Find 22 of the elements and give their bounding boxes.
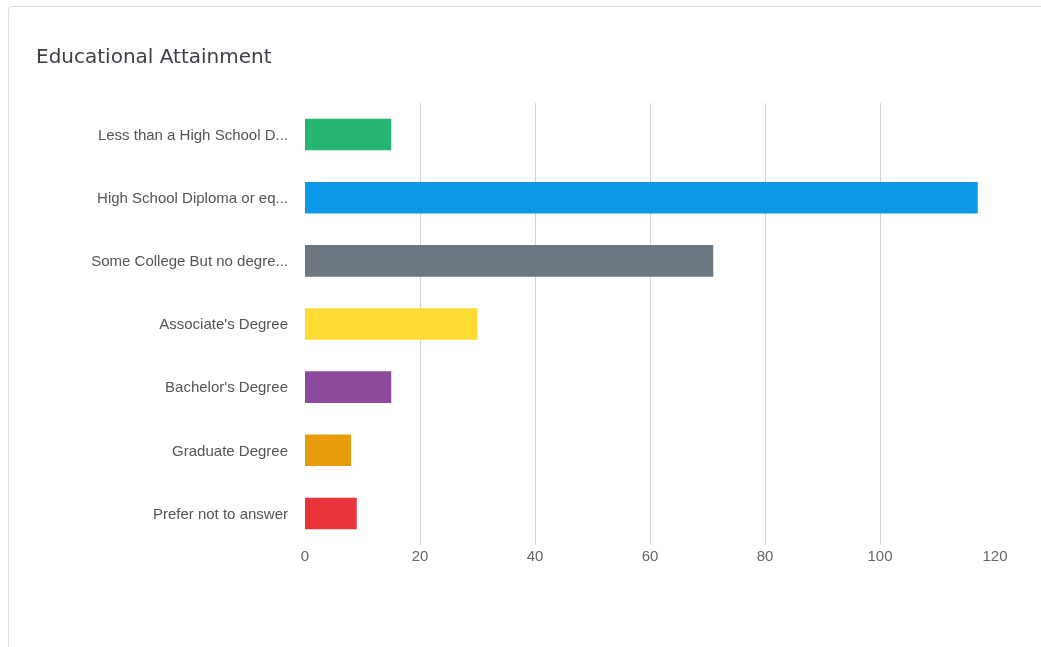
bar: [305, 497, 357, 530]
x-tick-label: 100: [867, 547, 893, 564]
x-tick-label: 20: [411, 547, 429, 564]
chart-title: Educational Attainment: [36, 44, 272, 68]
x-tick-label: 120: [982, 547, 1008, 564]
x-tick-label: 60: [641, 547, 659, 564]
bar: [305, 118, 392, 151]
bar: [305, 371, 392, 403]
x-tick-label: 80: [756, 547, 774, 564]
bar: [305, 308, 478, 340]
y-tick-label: Some College But no degre...: [91, 252, 288, 270]
bar: [305, 181, 978, 214]
x-tick-label: 0: [300, 547, 310, 564]
bar: [305, 245, 714, 277]
bar: [305, 434, 351, 467]
y-tick-label: Graduate Degree: [172, 441, 288, 459]
y-tick-label: Bachelor's Degree: [165, 378, 288, 396]
x-tick-label: 40: [526, 547, 544, 564]
y-tick-label: High School Diploma or eq...: [97, 188, 288, 206]
y-tick-label: Prefer not to answer: [152, 504, 288, 522]
y-tick-label: Associate's Degree: [159, 315, 288, 333]
y-tick-label: Less than a High School D...: [97, 125, 288, 143]
